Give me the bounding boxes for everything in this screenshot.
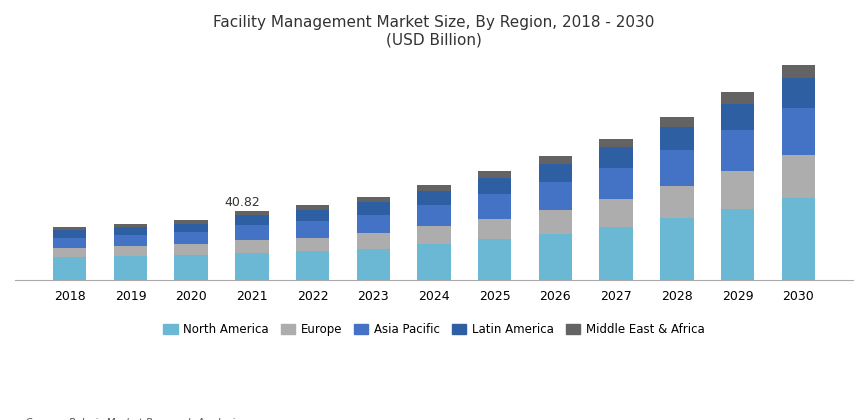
Bar: [600, 168, 633, 199]
Bar: [781, 198, 815, 280]
Bar: [174, 244, 207, 255]
Bar: [661, 186, 694, 218]
Bar: [418, 185, 450, 191]
Bar: [357, 197, 390, 202]
Bar: [720, 130, 754, 171]
Bar: [235, 215, 268, 225]
Bar: [53, 238, 87, 248]
Bar: [539, 157, 572, 164]
Bar: [600, 139, 633, 147]
Bar: [478, 194, 511, 219]
Bar: [357, 249, 390, 280]
Bar: [296, 238, 329, 251]
Bar: [296, 205, 329, 210]
Bar: [235, 225, 268, 240]
Bar: [235, 210, 268, 215]
Bar: [53, 248, 87, 257]
Bar: [53, 227, 87, 230]
Bar: [53, 257, 87, 280]
Bar: [114, 256, 148, 280]
Bar: [418, 191, 450, 205]
Bar: [418, 205, 450, 226]
Bar: [174, 232, 207, 244]
Bar: [53, 230, 87, 238]
Bar: [600, 227, 633, 280]
Bar: [174, 220, 207, 223]
Bar: [235, 253, 268, 280]
Bar: [418, 244, 450, 280]
Bar: [661, 218, 694, 280]
Bar: [478, 239, 511, 280]
Text: 40.82: 40.82: [225, 196, 260, 209]
Bar: [661, 150, 694, 186]
Bar: [357, 234, 390, 249]
Bar: [600, 199, 633, 227]
Legend: North America, Europe, Asia Pacific, Latin America, Middle East & Africa: North America, Europe, Asia Pacific, Lat…: [159, 318, 709, 341]
Bar: [781, 155, 815, 198]
Bar: [478, 178, 511, 194]
Bar: [720, 171, 754, 209]
Bar: [781, 78, 815, 108]
Bar: [296, 221, 329, 238]
Bar: [174, 223, 207, 232]
Bar: [661, 126, 694, 150]
Bar: [296, 210, 329, 221]
Bar: [720, 209, 754, 280]
Bar: [478, 219, 511, 239]
Bar: [357, 202, 390, 215]
Bar: [478, 171, 511, 178]
Bar: [600, 147, 633, 168]
Bar: [539, 164, 572, 182]
Bar: [539, 210, 572, 234]
Bar: [539, 234, 572, 280]
Text: Source: Polaris Market Research Analysis: Source: Polaris Market Research Analysis: [26, 418, 240, 420]
Bar: [418, 226, 450, 244]
Bar: [235, 240, 268, 253]
Bar: [114, 235, 148, 246]
Bar: [174, 255, 207, 280]
Bar: [114, 224, 148, 227]
Bar: [539, 182, 572, 210]
Bar: [781, 108, 815, 155]
Title: Facility Management Market Size, By Region, 2018 - 2030
(USD Billion): Facility Management Market Size, By Regi…: [214, 15, 654, 47]
Bar: [296, 251, 329, 280]
Bar: [720, 104, 754, 130]
Bar: [357, 215, 390, 234]
Bar: [661, 117, 694, 126]
Bar: [781, 65, 815, 78]
Bar: [720, 92, 754, 104]
Bar: [114, 246, 148, 256]
Bar: [114, 227, 148, 235]
